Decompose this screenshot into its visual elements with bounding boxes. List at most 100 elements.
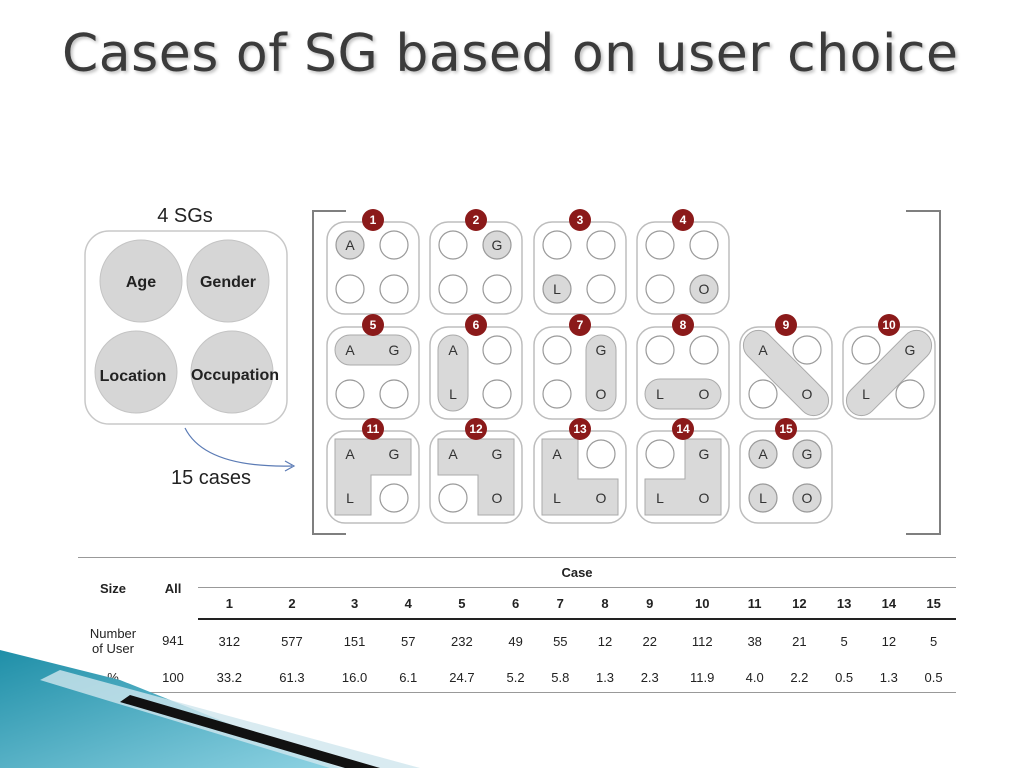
case-number: 6 xyxy=(473,318,480,332)
age-label: Age xyxy=(126,274,156,291)
slot-circle xyxy=(586,439,616,469)
slot-label: O xyxy=(699,281,710,297)
case-badge xyxy=(362,209,384,231)
location-label: Location xyxy=(100,368,167,385)
slot-circle xyxy=(895,379,925,409)
slot-label: G xyxy=(492,237,503,253)
case-number-row: 1 2 3 4 5 6 7 8 9 10 11 12 13 14 15 xyxy=(78,587,956,620)
slot-circle xyxy=(438,230,468,260)
occupation-label: Occupation xyxy=(191,367,279,384)
slot-label: L xyxy=(346,490,354,506)
case-badge xyxy=(362,418,384,440)
sg-overview: 4 SGs Age Gender Location Occupation xyxy=(84,205,288,425)
slot-label: A xyxy=(758,446,768,462)
group-shape xyxy=(437,334,469,412)
slot-label: O xyxy=(492,490,503,506)
slot-label: L xyxy=(656,386,664,402)
value-cell: 577 xyxy=(281,633,303,649)
slot-circle xyxy=(792,483,822,513)
all-value: 941 xyxy=(162,633,184,648)
sg-cases-diagram: 4 SGs Age Gender Location Occupation 15 … xyxy=(84,205,941,535)
slot-label: O xyxy=(699,490,710,506)
slot-circle xyxy=(645,274,675,304)
case-number-cell: 12 xyxy=(777,587,822,620)
case-badge xyxy=(878,314,900,336)
value-cell: 4.0 xyxy=(732,662,778,693)
slot-circle xyxy=(689,335,719,365)
slot-label: L xyxy=(759,490,767,506)
case-tile-4: O4 xyxy=(636,209,730,315)
value-cell: 12 xyxy=(881,633,897,649)
slot-label: O xyxy=(699,386,710,402)
case-number: 4 xyxy=(680,213,687,227)
slot-circle xyxy=(586,230,616,260)
slot-circle xyxy=(482,274,512,304)
slot-label: G xyxy=(389,446,400,462)
slot-circle xyxy=(335,274,365,304)
group-shape xyxy=(437,438,515,516)
slot-circle xyxy=(482,379,512,409)
arrow-curve xyxy=(184,427,293,467)
all-header: All xyxy=(164,581,182,596)
group-shape xyxy=(845,329,933,417)
value-cell: 12 xyxy=(597,633,613,649)
case-number-cell: 3 xyxy=(323,587,386,620)
case-number-cell: 4 xyxy=(385,587,431,620)
number-of-user-row: Number of User 941 312 577 151 57 232 49 55 12 22… xyxy=(78,619,956,662)
case-number-cell: 2 xyxy=(260,587,324,620)
slot-label: A xyxy=(448,342,458,358)
slot-label: O xyxy=(596,490,607,506)
slot-label: O xyxy=(802,386,813,402)
case-badge xyxy=(775,418,797,440)
age-circle xyxy=(99,239,183,323)
slot-circle xyxy=(379,483,409,513)
case-badge xyxy=(569,418,591,440)
slot-label: G xyxy=(389,342,400,358)
case-number-cell: 8 xyxy=(582,587,628,620)
case-number: 10 xyxy=(882,318,896,332)
slot-circle xyxy=(748,439,778,469)
value-cell: 61.3 xyxy=(260,662,324,693)
case-badge xyxy=(672,314,694,336)
slot-circle xyxy=(542,335,572,365)
case-number: 7 xyxy=(577,318,584,332)
slot-circle xyxy=(438,483,468,513)
slot-circle xyxy=(482,335,512,365)
location-circle xyxy=(94,330,178,414)
slide-decoration xyxy=(0,650,420,768)
case-number: 15 xyxy=(779,422,793,436)
row-label: Number of User xyxy=(89,625,137,656)
case-tile-3: L3 xyxy=(533,209,627,315)
slot-label: G xyxy=(596,342,607,358)
slot-circle xyxy=(851,335,881,365)
case-number-cell: 1 xyxy=(198,587,261,620)
slot-circle xyxy=(645,335,675,365)
slot-label: A xyxy=(345,342,355,358)
slot-label: G xyxy=(802,446,813,462)
value-cell: 38 xyxy=(747,633,762,649)
case-tile-9: A O 9 xyxy=(739,314,833,420)
value-cell: 33.2 xyxy=(198,662,261,693)
value-cell: 0.5 xyxy=(911,662,956,693)
value-cell: 151 xyxy=(343,633,366,649)
slot-circle xyxy=(379,230,409,260)
occupation-circle xyxy=(190,330,274,414)
value-cell: 5.8 xyxy=(537,662,583,693)
value-cell: 232 xyxy=(451,633,473,649)
value-cell: 1.3 xyxy=(866,662,912,693)
case-number-cell: 15 xyxy=(911,587,956,620)
case-number: 13 xyxy=(573,422,587,436)
case-number: 14 xyxy=(676,422,690,436)
slot-circle xyxy=(748,483,778,513)
value-cell: 1.3 xyxy=(582,662,628,693)
dark-swoosh xyxy=(120,695,380,768)
value-cell: 22 xyxy=(642,633,657,649)
gender-circle xyxy=(186,239,270,323)
case-number: 11 xyxy=(367,422,380,436)
slot-circle xyxy=(792,439,822,469)
group-shape xyxy=(585,334,617,412)
size-header: Size xyxy=(99,581,126,596)
slot-label: A xyxy=(345,237,355,253)
slot-label: G xyxy=(699,446,710,462)
